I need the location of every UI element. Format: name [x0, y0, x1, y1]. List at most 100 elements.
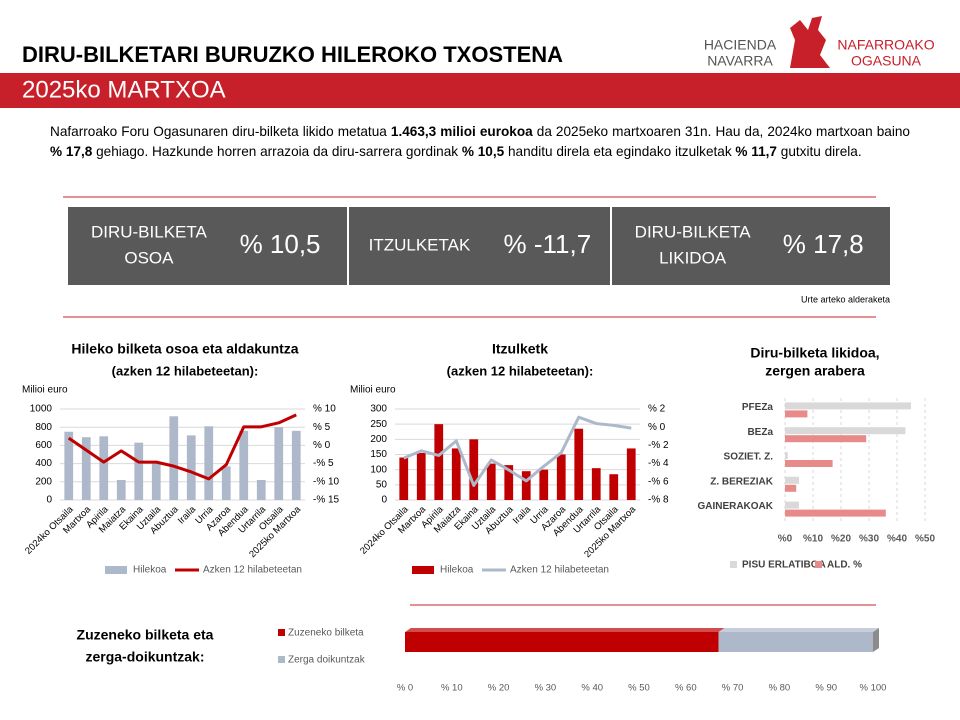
x-tick-label: Iraila	[176, 504, 199, 527]
bar	[204, 426, 214, 500]
bar	[785, 460, 833, 467]
bar-segment-top	[405, 628, 725, 632]
y2-tick-label: % 0	[313, 440, 331, 451]
bar	[486, 463, 496, 500]
bar	[256, 479, 266, 500]
legend-label: ALD. %	[827, 560, 862, 571]
bar	[785, 435, 867, 443]
kpi-box	[349, 207, 610, 285]
x-tick-label: % 70	[722, 683, 744, 694]
y2-tick-label: -% 15	[313, 495, 340, 506]
legend-swatch	[815, 561, 822, 568]
legend-label: Zerga doikuntzak	[288, 655, 366, 666]
bar	[785, 484, 797, 492]
x-tick-label: Iraila	[511, 504, 534, 527]
logo-text: HACIENDA	[704, 37, 777, 53]
bar	[591, 468, 601, 500]
bar	[116, 479, 126, 500]
bar	[99, 436, 109, 500]
legend-swatch	[412, 566, 434, 574]
intro-text: handitu direla eta egindako itzulketak	[504, 143, 736, 159]
chart-title: Diru-bilketa likidoa,	[750, 345, 879, 361]
logo: HACIENDA NAVARRA NAFARROAKO OGASUNA	[704, 16, 935, 69]
bar	[785, 501, 799, 509]
kpi-label: OSOA	[124, 248, 174, 267]
x-tick-label: % 50	[628, 683, 650, 694]
bar	[626, 448, 636, 500]
legend-label: Azken 12 hilabeteetan	[510, 565, 609, 576]
legend-swatch	[730, 561, 737, 568]
y-tick-label: SOZIET. Z.	[724, 452, 774, 463]
report-subtitle: 2025ko MARTXOA	[22, 76, 226, 103]
bar-segment	[405, 632, 719, 652]
legend-label: Azken 12 hilabeteetan	[203, 565, 302, 576]
y2-tick-label: -% 2	[648, 440, 669, 451]
legend-label: Zuzeneko bilketa	[288, 628, 364, 639]
y2-tick-label: -% 6	[648, 476, 669, 487]
y-tick-label: 0	[46, 495, 52, 506]
bar-segment-top	[718, 628, 879, 632]
x-tick-label: % 30	[535, 683, 557, 694]
intro-text: da 2025eko martxoaren 31n. Hau da, 2024k…	[532, 124, 910, 139]
y-tick-label: 200	[35, 476, 52, 487]
logo-emblem	[790, 16, 830, 68]
y-tick-label: 0	[381, 495, 387, 506]
kpi-value: % 10,5	[240, 229, 321, 259]
x-tick-label: % 100	[860, 683, 887, 694]
legend-label: PISU ERLATIBOA	[742, 560, 826, 571]
y-tick-label: BEZa	[747, 427, 773, 438]
kpi-box	[612, 207, 890, 285]
legend-label: Hilekoa	[440, 565, 474, 576]
x-tick-label: %0	[778, 534, 793, 545]
logo-text: NAFARROAKO	[837, 37, 934, 53]
intro-text: Nafarroako Foru Ogasunaren diru-bilketa …	[50, 124, 391, 139]
y-tick-label: Z. BEREZIAK	[710, 476, 774, 487]
y2-tick-label: % 10	[313, 404, 336, 415]
y-tick-label: 1000	[30, 404, 53, 415]
bar	[434, 424, 444, 500]
logo-text: NAVARRA	[707, 53, 773, 69]
y-tick-label: GAINERAKOAK	[697, 501, 773, 512]
bar	[785, 427, 906, 435]
y-tick-label: 300	[370, 404, 387, 415]
bar	[521, 471, 531, 500]
y2-tick-label: -% 5	[313, 458, 334, 469]
y2-tick-label: -% 8	[648, 495, 669, 506]
y-tick-label: 400	[35, 458, 52, 469]
bar	[169, 416, 179, 500]
bar	[539, 469, 549, 500]
legend-swatch	[105, 566, 127, 574]
kpi-value: % 17,8	[783, 229, 864, 259]
bar	[451, 448, 461, 500]
bar	[64, 431, 74, 500]
bar	[785, 476, 799, 484]
chart-title: Itzulketk	[492, 341, 548, 357]
x-tick-label: % 90	[815, 683, 837, 694]
y-tick-label: 50	[376, 479, 388, 490]
y2-tick-label: % 0	[648, 422, 666, 433]
y-tick-label: 250	[370, 419, 387, 430]
bar	[186, 435, 196, 500]
x-tick-label: %50	[915, 534, 935, 545]
kpi-label: LIKIDOA	[659, 248, 727, 267]
bar	[239, 430, 249, 500]
bar	[785, 402, 911, 410]
x-tick-label: % 60	[675, 683, 697, 694]
bar	[221, 466, 231, 500]
bar	[556, 454, 566, 500]
kpi-label: DIRU-BILKETA	[635, 222, 752, 241]
kpi-value: % -11,7	[504, 229, 592, 259]
logo-text: OGASUNA	[851, 53, 922, 69]
bar	[504, 465, 514, 500]
bar	[609, 474, 619, 500]
y-tick-label: PFEZa	[742, 402, 774, 413]
y-tick-label: 800	[35, 422, 52, 433]
legend-swatch	[278, 656, 285, 663]
bar-end	[873, 628, 879, 652]
y-axis-label: Milioi euro	[350, 385, 396, 396]
intro-highlight: 1.463,3 milioi eurokoa	[390, 124, 533, 139]
y-tick-label: 200	[370, 434, 387, 445]
intro-highlight: % 10,5	[461, 143, 505, 159]
